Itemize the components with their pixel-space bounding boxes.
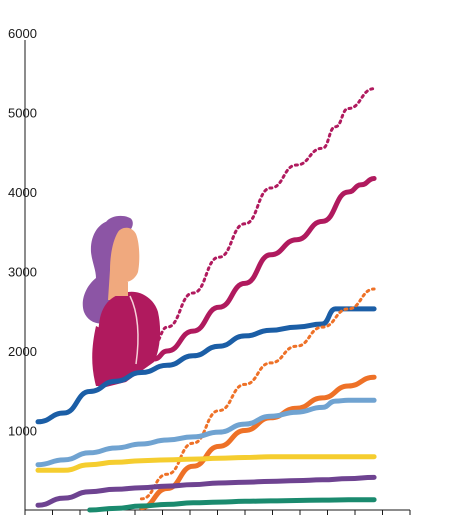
series-line-7 <box>35 474 377 508</box>
y-tick-label: 5000 <box>8 106 37 121</box>
series-line-8 <box>87 497 377 513</box>
woman-looking-up-icon <box>82 215 161 388</box>
y-tick-label: 2000 <box>8 344 37 359</box>
series-line-0 <box>35 306 377 425</box>
y-tick-label: 1000 <box>8 424 37 439</box>
y-tick-label: 3000 <box>8 265 37 280</box>
series-line-4 <box>138 374 377 511</box>
chart-series <box>35 87 377 513</box>
chart-axes: 1000 2000 3000 4000 5000 6000 <box>8 26 411 515</box>
series-line-dotted-2 <box>152 87 376 345</box>
y-tick-label: 6000 <box>8 26 37 41</box>
neck-shape <box>114 280 128 296</box>
body-top <box>97 291 161 388</box>
series-line-1 <box>151 176 377 362</box>
y-axis-tick-labels: 1000 2000 3000 4000 5000 6000 <box>8 26 37 439</box>
y-tick-label: 4000 <box>8 185 37 200</box>
series-line-5 <box>35 397 377 468</box>
x-axis-ticks <box>24 510 411 515</box>
backpack-strap <box>129 295 139 365</box>
arm-shape <box>92 326 108 386</box>
series-line-6 <box>35 454 377 473</box>
